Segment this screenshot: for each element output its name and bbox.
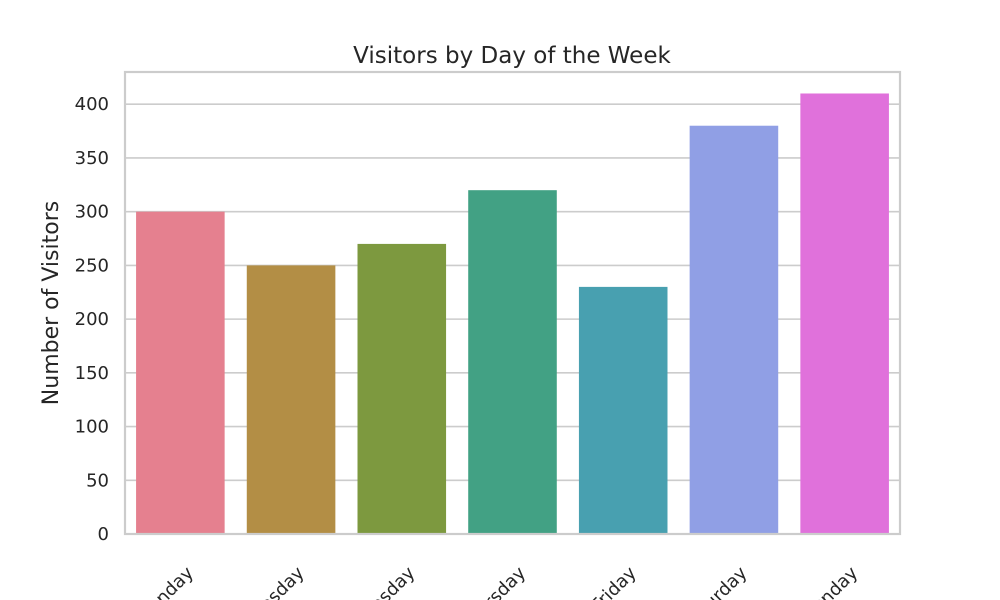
y-tick-label: 200 [75,309,109,330]
bar-sunday [800,93,889,534]
y-tick-label: 0 [98,524,109,545]
bar-monday [136,211,225,534]
y-tick-label: 150 [75,363,109,384]
x-tick-label: Thursday [455,562,530,600]
x-tick-label: Friday [587,562,641,600]
bar-friday [578,286,668,534]
y-axis-label: Number of Visitors [39,201,64,405]
bar-wednesday [357,243,447,534]
y-tick-label: 250 [75,255,109,276]
y-tick-labels: 0 50 100 150 200 250 300 350 400 [75,94,109,545]
x-tick-label: Wednesday [331,562,420,600]
y-tick-label: 300 [75,202,109,223]
bar-thursday [468,190,557,535]
y-tick-label: 100 [75,417,109,438]
x-tick-labels: Monday Tuesday Wednesday Thursday Friday Satu… [133,562,863,600]
y-tick-label: 400 [75,94,109,115]
bars [136,93,889,535]
bar-tuesday [246,265,336,534]
bar-saturday [689,125,779,534]
x-tick-label: Saturday [679,562,751,600]
x-tick-label: Sunday [800,562,863,600]
x-tick-label: Monday [133,562,198,600]
y-tick-label: 350 [75,148,109,169]
x-tick-label: Tuesday [241,562,309,600]
chart-title: Visitors by Day of the Week [353,43,671,69]
plot-frame [123,70,902,536]
y-tick-label: 50 [86,470,109,491]
